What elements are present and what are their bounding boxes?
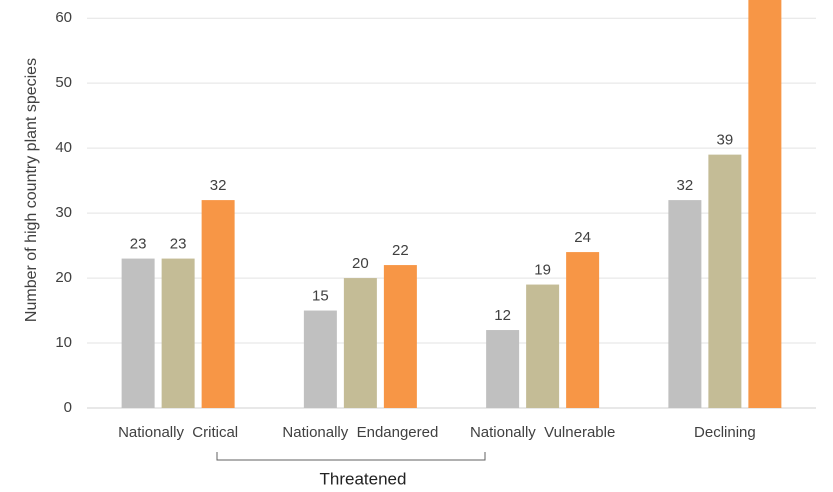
bar xyxy=(668,200,702,408)
data-label: 12 xyxy=(494,307,511,324)
data-label: 39 xyxy=(717,132,734,149)
bar xyxy=(121,258,155,408)
y-axis-label: Number of high country plant species xyxy=(23,58,40,322)
data-label: 23 xyxy=(130,236,147,253)
group-label: Threatened xyxy=(320,469,407,488)
y-tick-label: 10 xyxy=(55,334,72,351)
x-tick-label: Nationally Vulnerable xyxy=(470,424,615,441)
data-label: 32 xyxy=(210,177,227,194)
bar xyxy=(161,258,195,408)
bar xyxy=(486,330,520,408)
x-tick-label: Nationally Endangered xyxy=(282,424,438,441)
y-tick-label: 30 xyxy=(55,204,72,221)
bar xyxy=(566,252,600,408)
y-tick-label: 50 xyxy=(55,74,72,91)
y-tick-label: 0 xyxy=(64,399,72,416)
data-label: 23 xyxy=(170,236,187,253)
y-tick-label: 20 xyxy=(55,269,72,286)
data-label: 24 xyxy=(574,229,591,246)
bar xyxy=(343,278,377,408)
data-label: 22 xyxy=(392,242,409,259)
plot-area xyxy=(121,0,782,408)
y-tick-label: 60 xyxy=(55,9,72,26)
data-label: 32 xyxy=(677,177,694,194)
x-tick-label: Declining xyxy=(694,424,756,441)
x-tick-label: Nationally Critical xyxy=(118,424,238,441)
data-label: 15 xyxy=(312,288,329,305)
bar xyxy=(526,284,560,408)
data-label: 20 xyxy=(352,255,369,272)
bar xyxy=(383,265,417,408)
data-label: 19 xyxy=(534,262,551,279)
bar xyxy=(303,310,337,408)
bar xyxy=(201,200,235,408)
bar xyxy=(748,0,782,408)
y-tick-label: 40 xyxy=(55,139,72,156)
bar xyxy=(708,154,742,408)
group-bracket xyxy=(216,452,486,461)
